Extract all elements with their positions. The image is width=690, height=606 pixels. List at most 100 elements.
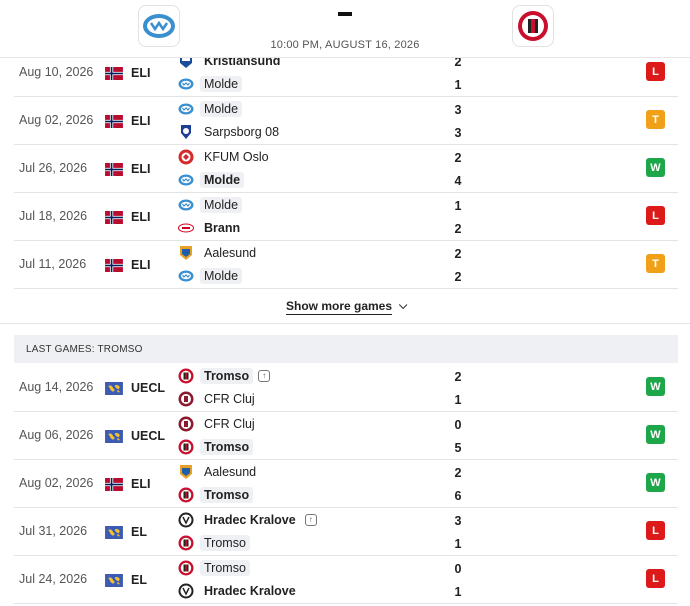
match-row[interactable]: Jul 24, 2026 EL Tromso Hradec Kralove 0 1 L bbox=[14, 556, 678, 604]
competition-label[interactable]: UECL bbox=[131, 381, 166, 395]
team-name[interactable]: Hradec Kralove bbox=[204, 513, 296, 527]
team-away[interactable]: Tromso bbox=[178, 437, 254, 457]
result-badge: W bbox=[646, 473, 665, 492]
team-name[interactable]: Molde bbox=[200, 101, 243, 117]
competition-label[interactable]: EL bbox=[131, 525, 147, 539]
match-row[interactable]: Jul 18, 2026 ELI Molde Brann 1 2 L bbox=[14, 193, 678, 241]
team-logo-icon bbox=[178, 268, 194, 284]
team-name[interactable]: Molde bbox=[200, 268, 243, 284]
team-away[interactable]: CFR Cluj bbox=[178, 389, 259, 409]
team-logo-icon bbox=[178, 76, 194, 92]
score-home: 3 bbox=[454, 514, 462, 528]
team-name[interactable]: Aalesund bbox=[204, 465, 257, 479]
team-away[interactable]: Hradec Kralove bbox=[178, 581, 300, 601]
norway-flag-icon bbox=[104, 67, 124, 80]
norway-flag-icon bbox=[104, 259, 124, 272]
advance-icon: ↑ bbox=[258, 370, 271, 382]
match-row[interactable]: Aug 02, 2026 ELI Molde Sarpsborg 08 3 3 T bbox=[14, 97, 678, 145]
score-home: 2 bbox=[454, 466, 462, 480]
team-name[interactable]: Tromso bbox=[200, 439, 254, 455]
competition-label[interactable]: ELI bbox=[131, 258, 151, 272]
match-row[interactable]: Aug 10, 2026 ELI Kristiansund Molde 2 1 L bbox=[14, 49, 678, 97]
team-name[interactable]: Tromso bbox=[200, 535, 250, 551]
result-badge: T bbox=[646, 110, 665, 129]
team-home[interactable]: Molde bbox=[178, 99, 243, 119]
team-name[interactable]: Tromso bbox=[200, 487, 254, 503]
score-home: 2 bbox=[454, 55, 462, 69]
show-more-games-button[interactable]: Show more games bbox=[0, 299, 690, 315]
match-row[interactable]: Aug 06, 2026 UECL CFR Cluj Tromso 0 5 W bbox=[14, 412, 678, 460]
world-flag-icon bbox=[104, 382, 124, 395]
team-logo-icon bbox=[178, 416, 194, 432]
competition-label[interactable]: ELI bbox=[131, 66, 151, 80]
team-name[interactable]: KFUM Oslo bbox=[204, 150, 269, 164]
team-name[interactable]: Aalesund bbox=[204, 246, 257, 260]
competition-label[interactable]: EL bbox=[131, 573, 147, 587]
match-row[interactable]: Jul 26, 2026 ELI KFUM Oslo Molde 2 4 W bbox=[14, 145, 678, 193]
team-name[interactable]: CFR Cluj bbox=[204, 392, 255, 406]
team-logo-icon bbox=[178, 512, 194, 528]
match-header: 10:00 PM, AUGUST 16, 2026 bbox=[0, 0, 690, 58]
result-badge: L bbox=[646, 62, 665, 81]
team-home[interactable]: Molde bbox=[178, 195, 243, 215]
team-logo-icon bbox=[178, 245, 194, 261]
score-away: 4 bbox=[454, 174, 462, 188]
norway-flag-icon bbox=[104, 115, 124, 128]
team-name[interactable]: Tromso bbox=[200, 560, 250, 576]
team-logo-icon bbox=[178, 197, 194, 213]
norway-flag-icon bbox=[104, 163, 124, 176]
team-away[interactable]: Brann bbox=[178, 218, 244, 238]
score-away: 2 bbox=[454, 222, 462, 236]
score-away: 6 bbox=[454, 489, 462, 503]
match-row[interactable]: Jul 31, 2026 EL Hradec Kralove ↑ Tromso 3 1 L bbox=[14, 508, 678, 556]
competition-label[interactable]: ELI bbox=[131, 162, 151, 176]
team-away[interactable]: Sarpsborg 08 bbox=[178, 122, 283, 142]
team-name[interactable]: Molde bbox=[200, 76, 243, 92]
team-logo-icon bbox=[178, 368, 194, 384]
team-name[interactable]: CFR Cluj bbox=[204, 417, 255, 431]
team-away[interactable]: Tromso bbox=[178, 485, 254, 505]
team-name[interactable]: Tromso bbox=[200, 368, 254, 384]
team-away[interactable]: Tromso bbox=[178, 533, 250, 553]
match-datetime: 10:00 PM, AUGUST 16, 2026 bbox=[270, 39, 420, 51]
team-home[interactable]: Tromso bbox=[178, 558, 250, 578]
team-name[interactable]: Hradec Kralove bbox=[204, 584, 296, 598]
team-logo-icon bbox=[178, 487, 194, 503]
competition-label[interactable]: ELI bbox=[131, 210, 151, 224]
team-away[interactable]: Molde bbox=[178, 170, 245, 190]
match-row[interactable]: Aug 02, 2026 ELI Aalesund Tromso 2 6 W bbox=[14, 460, 678, 508]
team-home[interactable]: KFUM Oslo bbox=[178, 147, 273, 167]
world-flag-icon bbox=[104, 526, 124, 539]
match-date: Jul 31, 2026 bbox=[19, 524, 88, 538]
team-away[interactable]: Molde bbox=[178, 74, 243, 94]
result-badge: W bbox=[646, 377, 665, 396]
match-date: Aug 10, 2026 bbox=[19, 65, 94, 79]
score-away: 1 bbox=[454, 78, 462, 92]
show-more-label[interactable]: Show more games bbox=[285, 299, 393, 315]
match-date: Aug 06, 2026 bbox=[19, 428, 94, 442]
section-header-tromso: LAST GAMES: TROMSO bbox=[14, 335, 678, 363]
match-row[interactable]: Jul 11, 2026 ELI Aalesund Molde 2 2 T bbox=[14, 241, 678, 289]
score-home: 3 bbox=[454, 103, 462, 117]
competition-label[interactable]: UECL bbox=[131, 429, 166, 443]
team-home[interactable]: Hradec Kralove ↑ bbox=[178, 510, 317, 530]
team-home[interactable]: Tromso ↑ bbox=[178, 366, 271, 386]
match-date: Jul 18, 2026 bbox=[19, 209, 88, 223]
team-name[interactable]: Molde bbox=[200, 172, 245, 188]
team-home[interactable]: CFR Cluj bbox=[178, 414, 259, 434]
team-logo-icon bbox=[178, 53, 194, 69]
team-name[interactable]: Sarpsborg 08 bbox=[204, 125, 280, 139]
team-logo-icon bbox=[178, 464, 194, 480]
team-name[interactable]: Molde bbox=[200, 197, 243, 213]
away-team-logo[interactable] bbox=[512, 5, 554, 47]
team-name[interactable]: Brann bbox=[204, 221, 241, 235]
match-date: Aug 02, 2026 bbox=[19, 113, 94, 127]
competition-label[interactable]: ELI bbox=[131, 477, 151, 491]
norway-flag-icon bbox=[104, 478, 124, 491]
team-home[interactable]: Aalesund bbox=[178, 462, 260, 482]
match-row[interactable]: Aug 14, 2026 UECL Tromso ↑ CFR Cluj 2 1 W bbox=[14, 364, 678, 412]
team-away[interactable]: Molde bbox=[178, 266, 243, 286]
team-home[interactable]: Aalesund bbox=[178, 243, 260, 263]
home-team-logo[interactable] bbox=[138, 5, 180, 47]
competition-label[interactable]: ELI bbox=[131, 114, 151, 128]
